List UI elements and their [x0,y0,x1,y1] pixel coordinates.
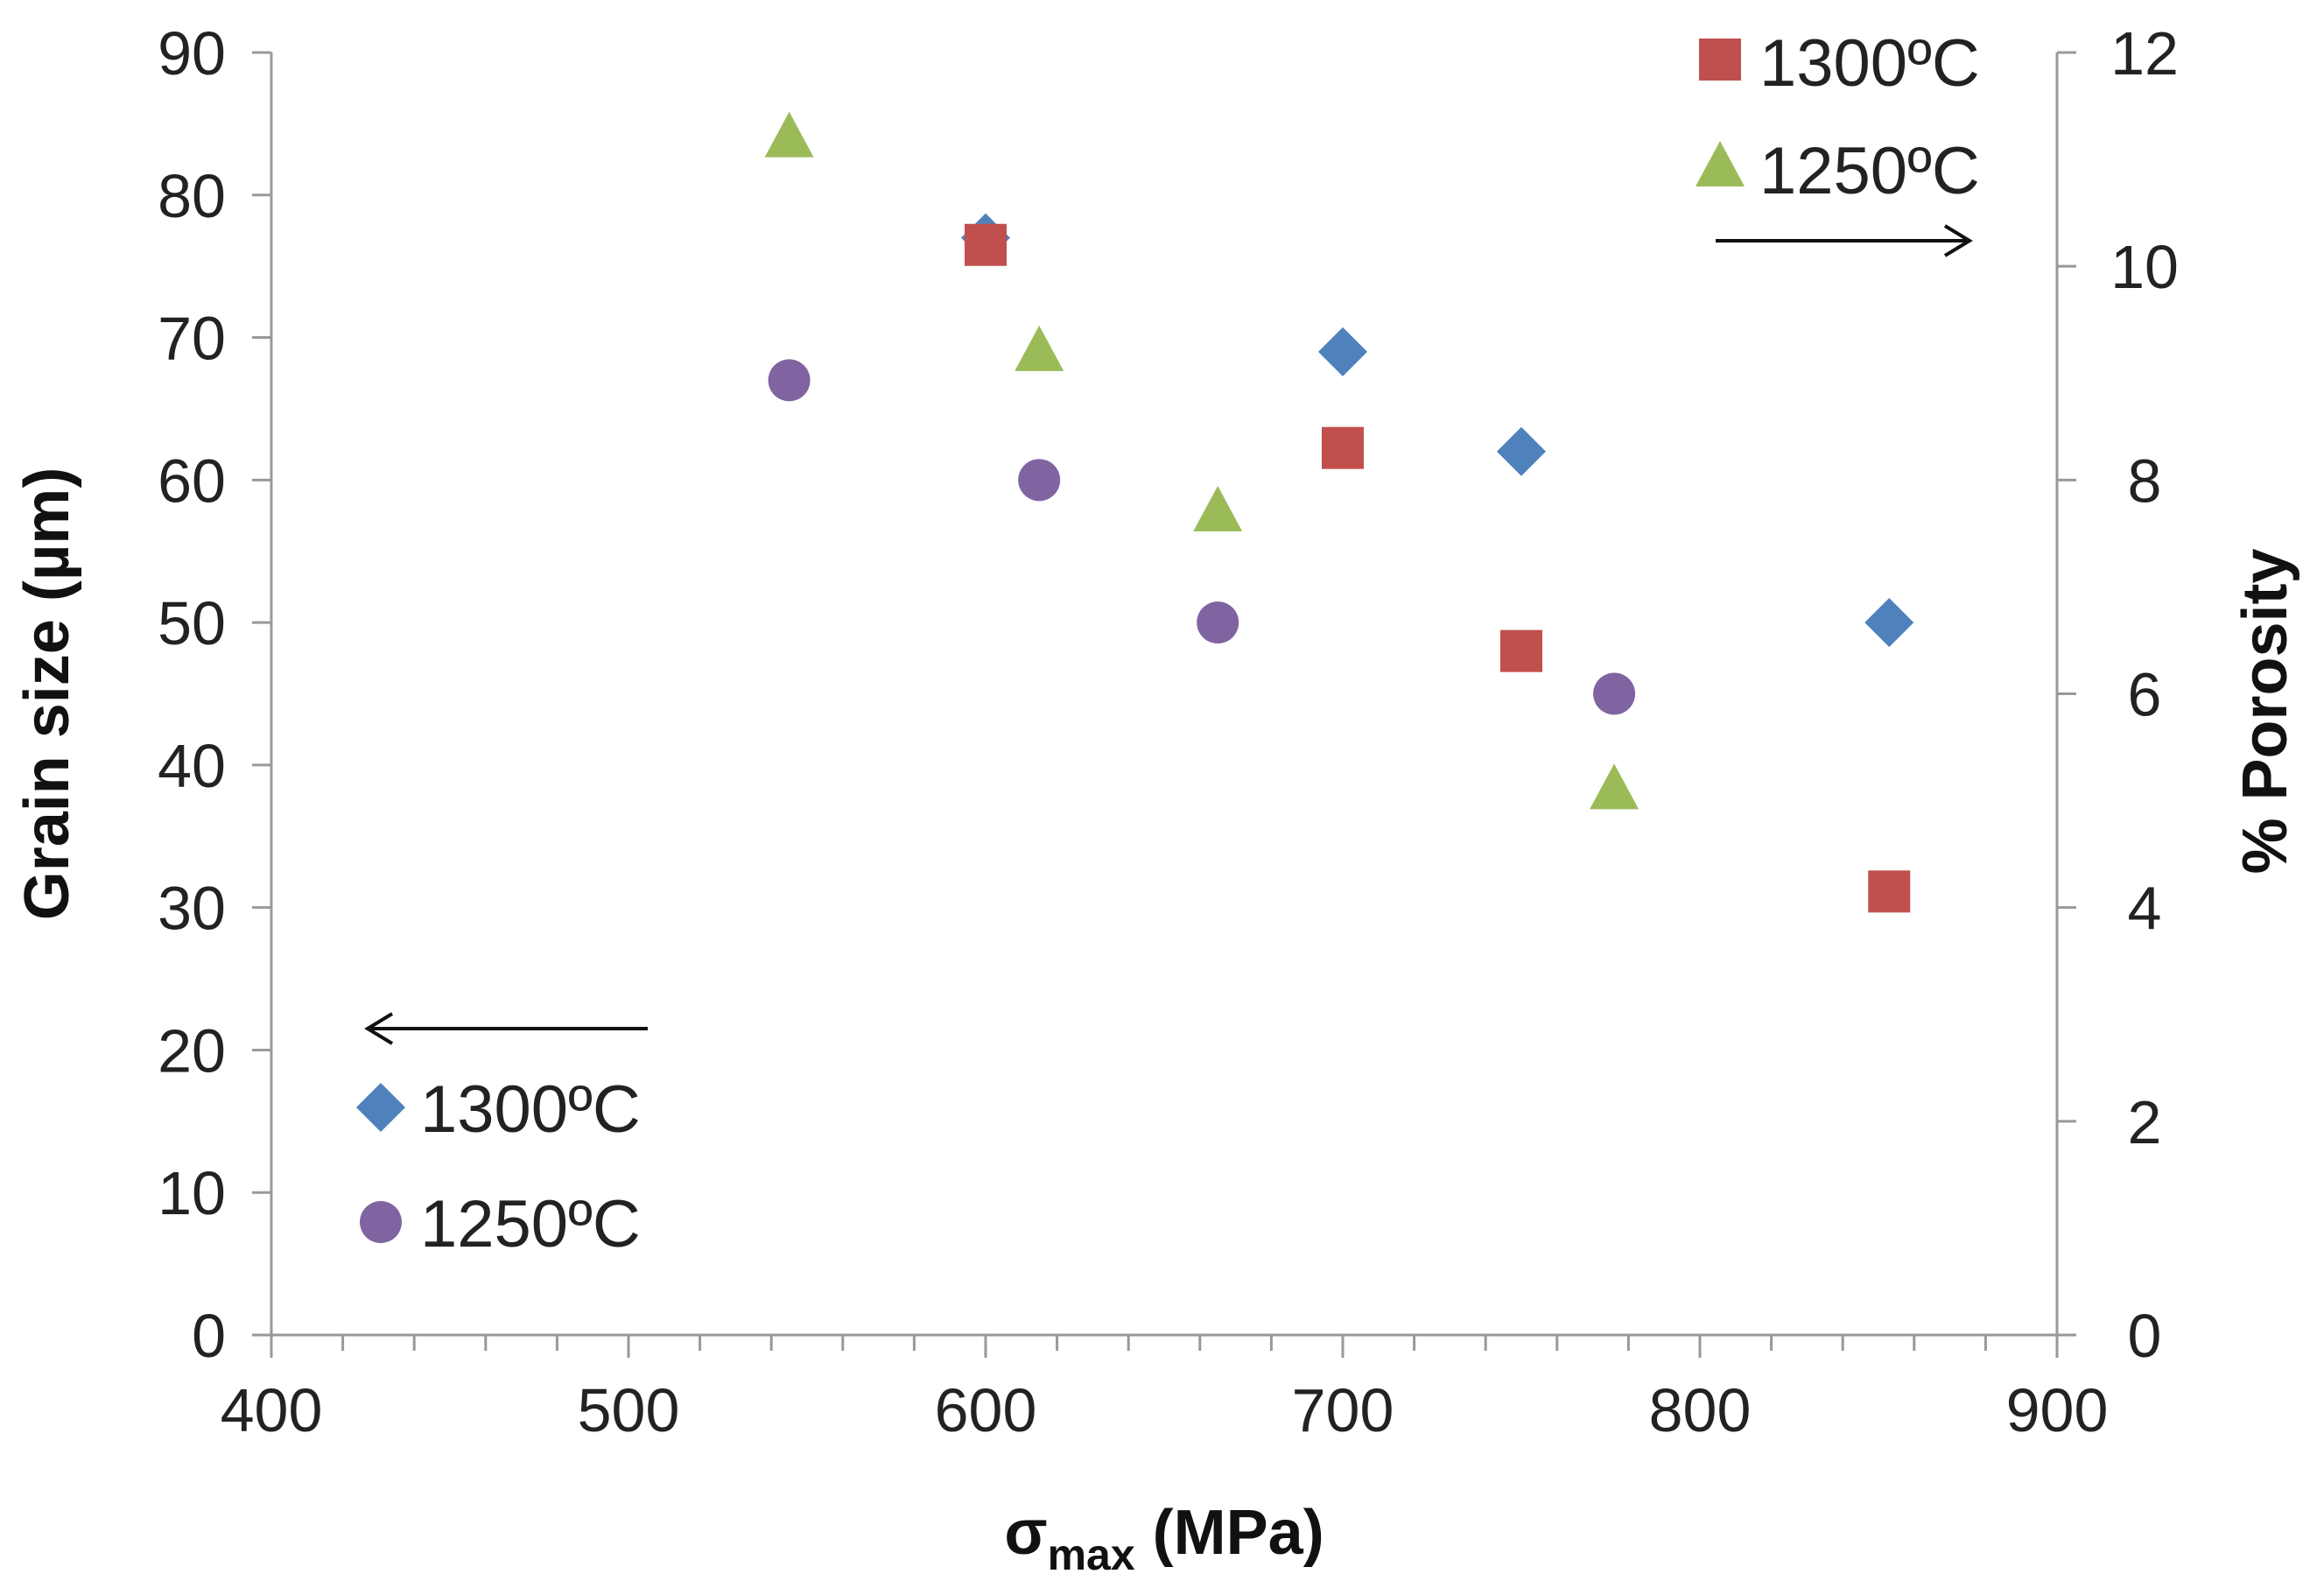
axis-titles: Grain size (µm) % Porosity σmax (MPa) [12,467,2300,1579]
legend-marker-diamond [356,1083,405,1132]
data-point-circle [1197,601,1239,644]
x-tick-label: 800 [1649,1376,1752,1444]
y-right-tick-label: 0 [2128,1302,2162,1370]
y-right-tick-label: 12 [2110,19,2179,88]
data-point-circle [768,359,811,402]
legend-marker-circle [360,1201,402,1243]
y-left-tick-label: 50 [158,589,226,657]
data-point-square [1500,629,1542,672]
y-left-tick-label: 20 [158,1016,226,1085]
y-left-tick-label: 90 [158,19,226,88]
data-point-square [1868,870,1911,913]
right-axis-arrow-head [1943,224,1973,257]
y-right-tick-label: 6 [2128,661,2162,729]
tick-labels: 400 500 600 700 800 9000102030405060708090024… [158,19,2179,1444]
x-tick-label: 400 [221,1376,323,1444]
x-tick-label: 500 [578,1376,680,1444]
legends: 1300ºC 1250ºC 1300ºC 1250ºC [356,26,1980,1261]
data-point-triangle [1015,325,1064,371]
legend-label: 1250ºC [1759,134,1980,208]
data-points [764,111,1914,913]
y-left-tick-label: 60 [158,446,226,515]
y-right-axis-title: % Porosity [2230,548,2300,874]
y-left-tick-label: 30 [158,875,226,943]
x-tick-label: 700 [1292,1376,1394,1444]
y-right-tick-label: 10 [2110,233,2179,301]
legend-label: 1300ºC [1759,26,1980,101]
y-right-tick-label: 8 [2128,446,2162,515]
y-left-tick-label: 0 [192,1302,226,1370]
data-point-diamond [1318,327,1367,376]
data-point-square [965,223,1007,266]
legend-label: 1250ºC [420,1187,641,1261]
legend-label: 1300ºC [420,1072,641,1147]
x-tick-label: 900 [2006,1376,2109,1444]
data-point-circle [1018,459,1061,502]
x-tick-label: 600 [935,1376,1037,1444]
y-right-tick-label: 2 [2128,1088,2162,1156]
data-point-circle [1593,672,1636,715]
data-point-diamond [1864,598,1914,648]
axes [252,51,2076,1358]
data-point-triangle [1193,485,1243,531]
x-axis-title: σmax (MPa) [1004,1498,1323,1579]
data-point-square [1322,426,1364,469]
legend-marker-triangle [1696,141,1745,186]
data-point-triangle [764,111,814,158]
y-left-tick-label: 40 [158,732,226,800]
legend-marker-square [1699,39,1741,81]
y-left-tick-label: 10 [158,1159,226,1227]
data-point-diamond [1497,426,1546,476]
y-right-tick-label: 4 [2128,875,2162,943]
data-point-triangle [1590,763,1639,810]
y-left-tick-label: 80 [158,162,226,230]
y-left-axis-title: Grain size (µm) [12,467,82,921]
y-left-tick-label: 70 [158,305,226,373]
left-axis-arrow-head [364,1012,394,1045]
